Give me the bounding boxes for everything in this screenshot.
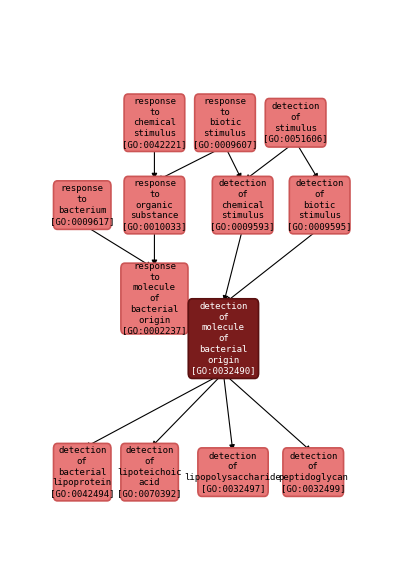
- Text: detection
of
lipoteichoic
acid
[GO:0070392]: detection of lipoteichoic acid [GO:00703…: [117, 446, 181, 498]
- Text: detection
of
bacterial
lipoprotein
[GO:0042494]: detection of bacterial lipoprotein [GO:0…: [50, 446, 114, 498]
- FancyBboxPatch shape: [289, 176, 349, 234]
- Text: detection
of
peptidoglycan
[GO:0032499]: detection of peptidoglycan [GO:0032499]: [278, 451, 347, 493]
- Text: response
to
organic
substance
[GO:0010033]: response to organic substance [GO:001003…: [122, 179, 186, 231]
- FancyBboxPatch shape: [212, 176, 272, 234]
- Text: detection
of
lipopolysaccharide
[GO:0032497]: detection of lipopolysaccharide [GO:0032…: [184, 451, 281, 493]
- FancyBboxPatch shape: [194, 94, 255, 151]
- FancyBboxPatch shape: [124, 94, 184, 151]
- Text: response
to
biotic
stimulus
[GO:0009607]: response to biotic stimulus [GO:0009607]: [192, 97, 256, 149]
- FancyBboxPatch shape: [121, 263, 188, 334]
- Text: detection
of
stimulus
[GO:0051606]: detection of stimulus [GO:0051606]: [263, 102, 327, 143]
- FancyBboxPatch shape: [53, 443, 111, 501]
- Text: detection
of
molecule
of
bacterial
origin
[GO:0032490]: detection of molecule of bacterial origi…: [191, 302, 255, 375]
- FancyBboxPatch shape: [188, 299, 258, 379]
- FancyBboxPatch shape: [121, 443, 178, 501]
- FancyBboxPatch shape: [265, 98, 325, 147]
- FancyBboxPatch shape: [124, 176, 184, 234]
- FancyBboxPatch shape: [197, 448, 268, 497]
- Text: response
to
bacterium
[GO:0009617]: response to bacterium [GO:0009617]: [50, 184, 114, 226]
- Text: detection
of
biotic
stimulus
[GO:0009595]: detection of biotic stimulus [GO:0009595…: [287, 179, 351, 231]
- FancyBboxPatch shape: [53, 181, 111, 229]
- Text: response
to
molecule
of
bacterial
origin
[GO:0002237]: response to molecule of bacterial origin…: [122, 262, 186, 335]
- Text: detection
of
chemical
stimulus
[GO:0009593]: detection of chemical stimulus [GO:00095…: [210, 179, 274, 231]
- Text: response
to
chemical
stimulus
[GO:0042221]: response to chemical stimulus [GO:004222…: [122, 97, 186, 149]
- FancyBboxPatch shape: [282, 448, 343, 497]
